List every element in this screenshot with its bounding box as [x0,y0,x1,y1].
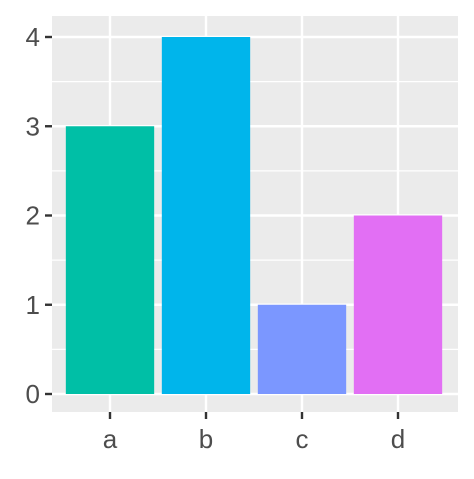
y-tick-label: 2 [26,201,40,231]
x-tick-label: b [199,424,213,454]
bar-c [257,304,347,394]
x-tick-label: c [296,424,309,454]
y-tick-label: 1 [26,290,40,320]
bar-b [161,37,251,394]
x-tick-label: a [103,424,118,454]
bar-a [65,126,155,394]
x-axis: a b c d [103,412,405,454]
bars [65,37,443,394]
y-tick-label: 3 [26,111,40,141]
x-tick-label: d [391,424,405,454]
bar-d [353,215,443,394]
y-tick-label: 4 [26,22,40,52]
y-tick-label: 0 [26,379,40,409]
y-axis: 0 1 2 3 4 [26,22,52,409]
